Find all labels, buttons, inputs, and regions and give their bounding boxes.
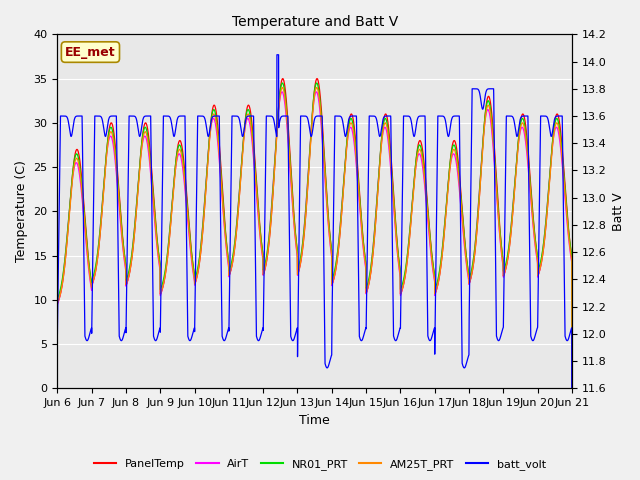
X-axis label: Time: Time xyxy=(300,414,330,427)
Y-axis label: Batt V: Batt V xyxy=(612,192,625,231)
Y-axis label: Temperature (C): Temperature (C) xyxy=(15,160,28,262)
Text: EE_met: EE_met xyxy=(65,46,116,59)
Legend: PanelTemp, AirT, NR01_PRT, AM25T_PRT, batt_volt: PanelTemp, AirT, NR01_PRT, AM25T_PRT, ba… xyxy=(90,455,550,474)
Title: Temperature and Batt V: Temperature and Batt V xyxy=(232,15,397,29)
